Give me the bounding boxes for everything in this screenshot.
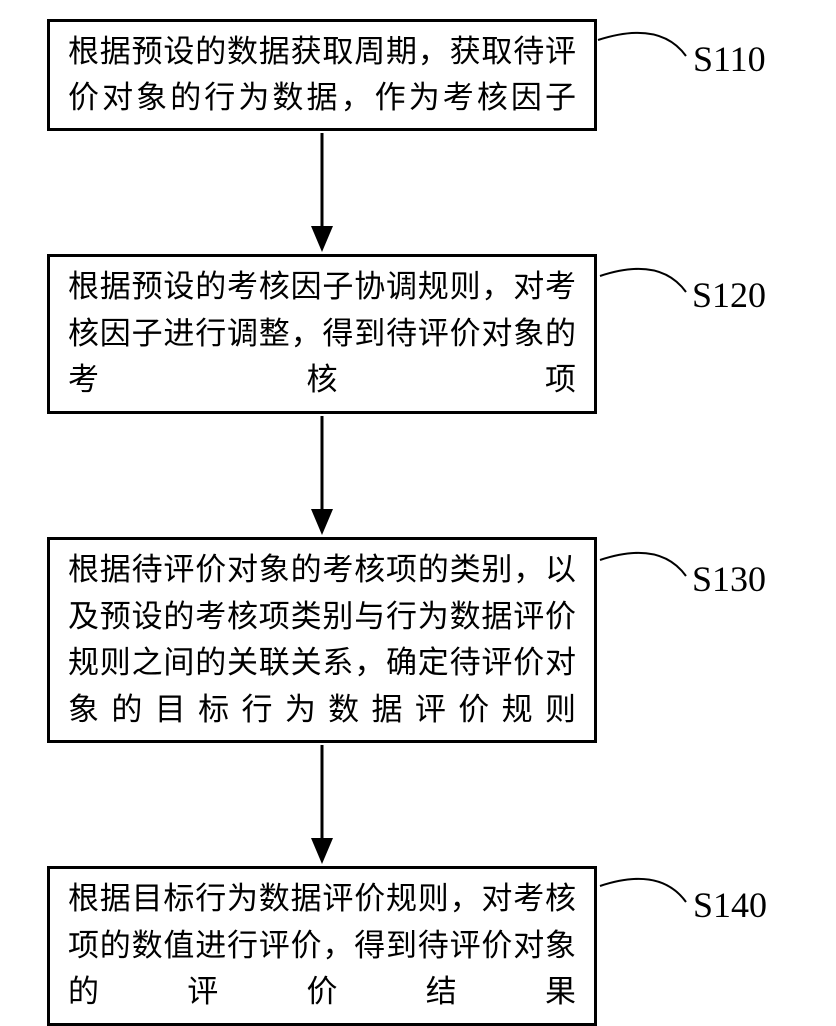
flowchart-canvas: 根据预设的数据获取周期，获取待评价对象的行为数据，作为考核因子S110根据预设的… bbox=[0, 0, 836, 1000]
flow-arrow bbox=[0, 0, 836, 1000]
